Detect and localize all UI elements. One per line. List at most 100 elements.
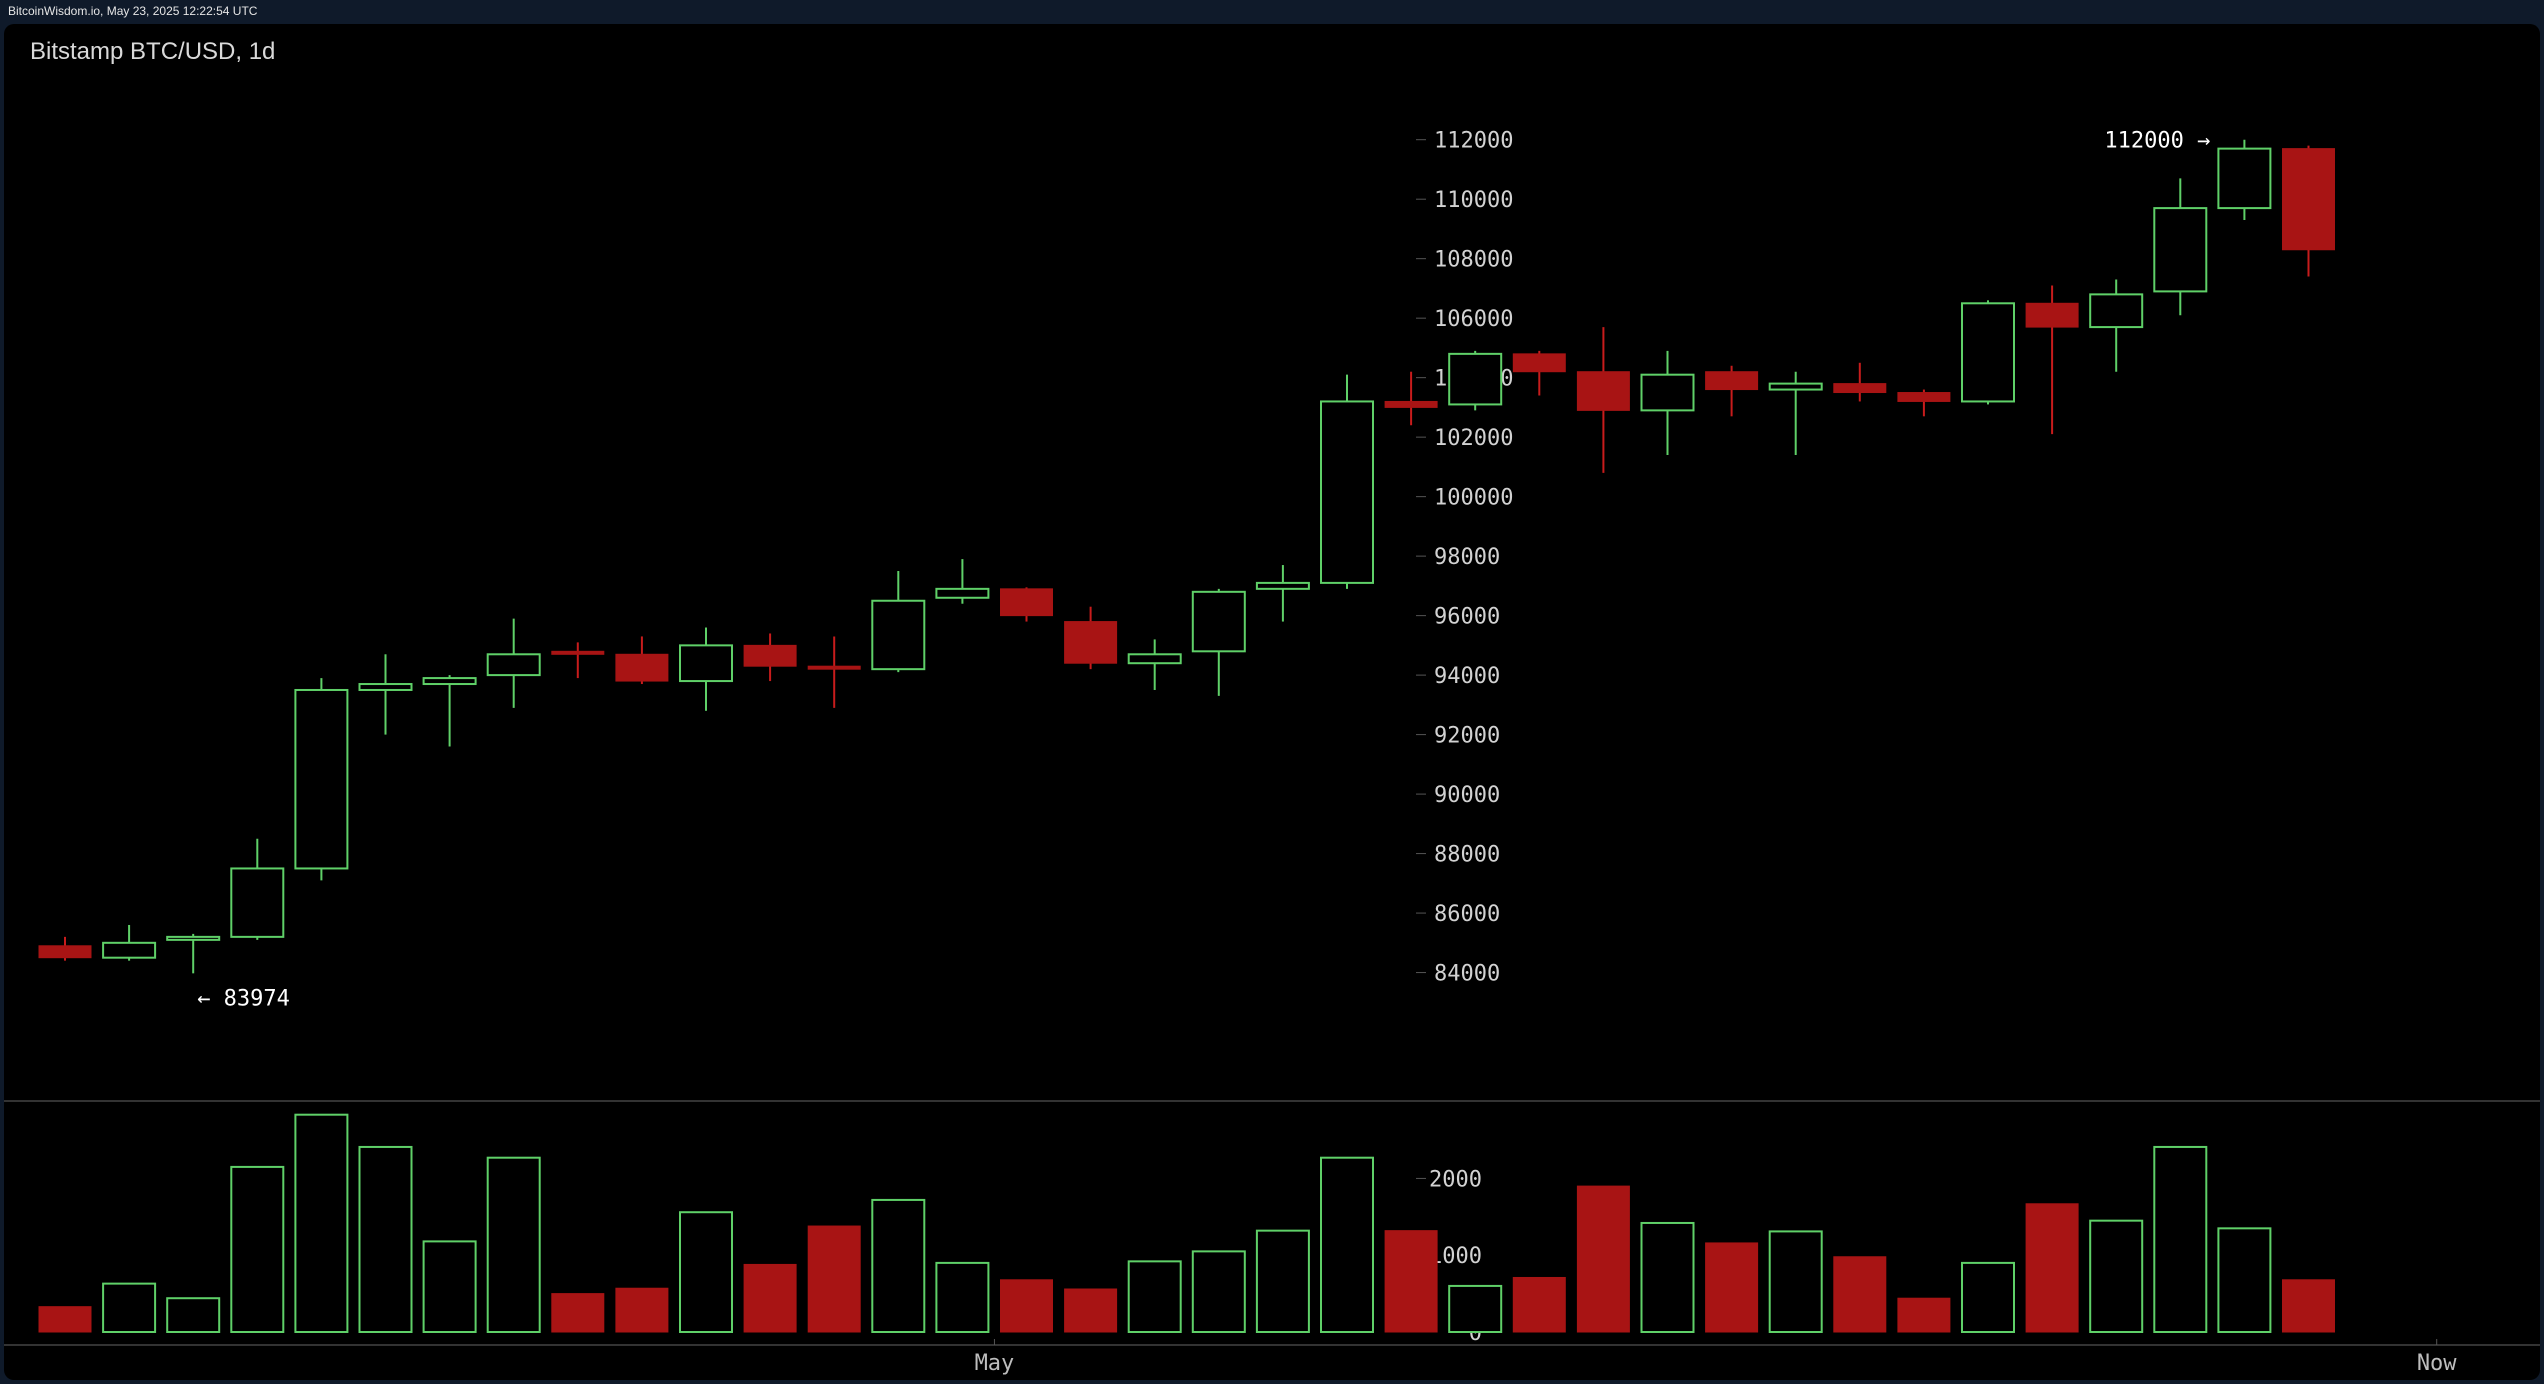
price-tick-label: 96000 [1434, 605, 1500, 630]
price-annotations: 112000 → ← 83974 [197, 129, 2210, 1012]
candle-up [294, 678, 349, 881]
volume-bar-down [2025, 1203, 2079, 1333]
volume-bar-down [615, 1287, 669, 1333]
candle-body [2282, 148, 2335, 251]
candle-body [422, 677, 477, 686]
candle-body [1512, 353, 1566, 373]
price-tick-label: 90000 [1434, 783, 1500, 808]
chart-panel: 84000 86000 88000 90000 92000 94000 96000 98000… [4, 24, 2540, 1380]
price-tick-label: 106000 [1434, 307, 1513, 332]
volume-bar-up [230, 1165, 285, 1334]
candle-up [1191, 588, 1246, 696]
volume-bar-down [2282, 1279, 2335, 1333]
candle-body [102, 941, 157, 959]
volume-bar-up [2153, 1145, 2208, 1333]
volume-bar-down [551, 1293, 605, 1333]
volume-bar-up [486, 1156, 541, 1333]
candle-body [2217, 147, 2272, 210]
x-tick-label: Now [2417, 1351, 2457, 1376]
candle-body [1961, 302, 2015, 403]
candle-up [486, 618, 541, 708]
candle-body [1384, 400, 1438, 408]
volume-bar-down [1576, 1185, 1630, 1333]
volume-bar-down [38, 1306, 92, 1333]
candle-down [2282, 145, 2335, 277]
volume-bar-down [1897, 1297, 1951, 1333]
volume-bar-down [1705, 1242, 1759, 1333]
candle-down [1000, 587, 1053, 622]
candle-up [422, 675, 477, 747]
volume-bar-up [102, 1282, 157, 1333]
candle-body [807, 665, 861, 670]
volume-bar-up [1255, 1229, 1310, 1333]
candle-body [1320, 400, 1374, 584]
top-bar: BitcoinWisdom.io, May 23, 2025 12:22:54 … [0, 0, 2544, 22]
volume-bar-up [679, 1211, 733, 1333]
volume-bar-up [1640, 1221, 1695, 1333]
chart-title: Bitstamp BTC/USD, 1d [30, 38, 276, 65]
price-candles [38, 139, 2335, 974]
candle-down [551, 642, 605, 679]
candle-body [166, 935, 221, 941]
price-tick-label: 112000 [1434, 129, 1513, 154]
volume-bar-down [1064, 1288, 1118, 1333]
candle-up [1448, 350, 1503, 411]
candle-body [679, 644, 733, 683]
volume-bar-up [871, 1198, 926, 1334]
candle-body [1705, 371, 1759, 391]
price-tick-label: 94000 [1434, 664, 1500, 689]
candlestick-chart: 84000 86000 88000 90000 92000 94000 96000 98000… [4, 129, 2540, 1376]
candle-body [1191, 590, 1246, 653]
candle-up [230, 838, 285, 940]
candle-body [2025, 302, 2079, 328]
volume-bar-up [1961, 1261, 2015, 1333]
volume-bar-down [1384, 1230, 1438, 1333]
source-timestamp: BitcoinWisdom.io, May 23, 2025 12:22:54 … [8, 4, 258, 18]
volume-bar-up [1768, 1230, 1823, 1334]
candle-up [2153, 178, 2208, 316]
price-tick-label: 88000 [1434, 843, 1500, 868]
candle-up [1320, 374, 1374, 589]
candle-body [1000, 588, 1053, 617]
candle-body [1064, 621, 1118, 664]
volume-bar-up [2089, 1219, 2144, 1334]
candle-up [871, 571, 926, 673]
volume-bar-up [2217, 1227, 2272, 1333]
candle-down [2025, 285, 2079, 435]
candle-up [679, 627, 733, 711]
volume-bar-up [166, 1297, 221, 1333]
candle-up [1640, 350, 1695, 455]
candle-body [2153, 207, 2208, 293]
candle-body [294, 688, 349, 870]
candle-down [1897, 389, 1951, 417]
candle-up [1961, 300, 2015, 405]
volume-bar-up [1448, 1284, 1503, 1334]
candle-body [38, 945, 92, 959]
volume-bar-up [935, 1261, 990, 1333]
candle-body [1768, 382, 1823, 391]
volume-bar-up [1320, 1156, 1374, 1333]
price-tick-label: 84000 [1434, 962, 1500, 987]
candle-body [2089, 293, 2144, 329]
x-tick-label: May [975, 1351, 1015, 1376]
candle-up [1127, 639, 1182, 690]
candle-down [38, 936, 92, 961]
volume-bar-down [1512, 1276, 1566, 1333]
high-price-annotation: 112000 → [2104, 129, 2210, 154]
volume-bar-up [1191, 1250, 1246, 1333]
volume-bar-up [422, 1240, 477, 1333]
candle-body [1576, 371, 1630, 411]
price-axis: 84000 86000 88000 90000 92000 94000 96000 98000… [1416, 129, 1513, 987]
volume-bars [38, 1113, 2335, 1334]
volume-bar-up [358, 1145, 413, 1333]
candle-body [1897, 392, 1951, 402]
volume-tick-label: 2000 [1429, 1167, 1482, 1192]
candle-body [743, 644, 797, 667]
candle-down [1512, 350, 1566, 396]
volume-bar-down [743, 1263, 797, 1333]
candle-body [230, 867, 285, 938]
low-price-annotation: ← 83974 [197, 986, 290, 1011]
candle-down [1576, 327, 1630, 473]
volume-bar-up [1127, 1260, 1182, 1334]
